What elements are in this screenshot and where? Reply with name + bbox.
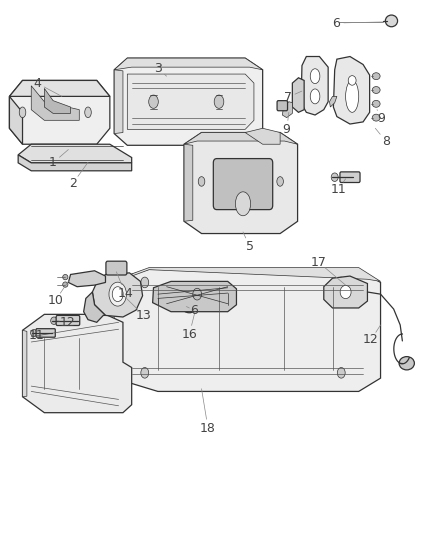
Text: 7: 7: [283, 91, 292, 104]
Ellipse shape: [183, 303, 196, 313]
Ellipse shape: [310, 69, 320, 84]
Ellipse shape: [331, 173, 338, 181]
Polygon shape: [184, 133, 297, 144]
Ellipse shape: [399, 357, 414, 370]
Ellipse shape: [193, 288, 201, 300]
Polygon shape: [184, 144, 193, 221]
Text: 2: 2: [69, 177, 77, 190]
Polygon shape: [22, 314, 132, 413]
Ellipse shape: [31, 329, 37, 336]
Polygon shape: [31, 86, 79, 120]
Polygon shape: [18, 155, 132, 171]
Polygon shape: [292, 78, 304, 112]
Polygon shape: [324, 276, 367, 308]
Text: 6: 6: [332, 17, 340, 29]
Ellipse shape: [372, 86, 380, 93]
FancyBboxPatch shape: [106, 261, 127, 275]
Ellipse shape: [372, 114, 380, 121]
Ellipse shape: [149, 95, 158, 108]
Text: 9: 9: [283, 123, 290, 136]
Ellipse shape: [372, 72, 380, 79]
Text: 6: 6: [190, 304, 198, 317]
Polygon shape: [123, 268, 381, 281]
Polygon shape: [152, 281, 237, 312]
Ellipse shape: [235, 192, 251, 216]
Polygon shape: [18, 144, 132, 163]
Polygon shape: [245, 128, 280, 144]
Polygon shape: [10, 96, 22, 144]
Ellipse shape: [112, 287, 123, 302]
Polygon shape: [283, 102, 292, 118]
Ellipse shape: [51, 317, 57, 325]
Polygon shape: [333, 56, 370, 124]
Text: 10: 10: [47, 294, 63, 307]
Text: 5: 5: [246, 240, 254, 253]
Ellipse shape: [337, 368, 345, 378]
Polygon shape: [68, 271, 106, 287]
Ellipse shape: [198, 176, 205, 186]
Ellipse shape: [340, 285, 351, 298]
Text: 16: 16: [181, 328, 197, 341]
Polygon shape: [114, 70, 123, 134]
Polygon shape: [84, 292, 106, 322]
Ellipse shape: [141, 277, 149, 288]
Ellipse shape: [372, 100, 380, 107]
Text: 18: 18: [200, 422, 216, 435]
Text: 11: 11: [330, 183, 346, 196]
Polygon shape: [10, 80, 110, 144]
Text: 1: 1: [49, 156, 57, 169]
Polygon shape: [106, 269, 381, 391]
Polygon shape: [114, 58, 263, 70]
Polygon shape: [10, 80, 110, 96]
Ellipse shape: [310, 89, 320, 104]
Text: 9: 9: [378, 112, 385, 125]
FancyBboxPatch shape: [213, 159, 273, 209]
Polygon shape: [22, 330, 27, 397]
FancyBboxPatch shape: [56, 316, 80, 326]
Polygon shape: [127, 74, 254, 130]
Text: 13: 13: [136, 309, 152, 322]
Ellipse shape: [85, 107, 91, 118]
Ellipse shape: [63, 282, 68, 287]
Ellipse shape: [277, 176, 283, 186]
Text: 14: 14: [117, 287, 133, 300]
Ellipse shape: [348, 76, 356, 85]
Polygon shape: [92, 273, 143, 317]
FancyBboxPatch shape: [340, 172, 360, 182]
Polygon shape: [184, 133, 297, 233]
Polygon shape: [106, 288, 114, 368]
Polygon shape: [329, 96, 337, 107]
Text: 17: 17: [311, 256, 326, 269]
FancyBboxPatch shape: [277, 101, 288, 111]
Text: 4: 4: [33, 77, 41, 90]
Text: 11: 11: [28, 329, 44, 342]
Ellipse shape: [109, 282, 127, 306]
Polygon shape: [114, 58, 263, 146]
Polygon shape: [301, 56, 328, 115]
FancyBboxPatch shape: [36, 329, 55, 337]
Ellipse shape: [141, 368, 149, 378]
Ellipse shape: [19, 107, 26, 118]
Ellipse shape: [214, 95, 224, 108]
Ellipse shape: [346, 80, 359, 112]
Text: 12: 12: [363, 333, 379, 346]
Ellipse shape: [337, 277, 345, 288]
Polygon shape: [44, 88, 71, 114]
Text: 8: 8: [382, 134, 390, 148]
Text: 3: 3: [154, 62, 162, 75]
Ellipse shape: [385, 15, 398, 27]
Text: 12: 12: [59, 316, 75, 329]
Ellipse shape: [63, 274, 68, 280]
